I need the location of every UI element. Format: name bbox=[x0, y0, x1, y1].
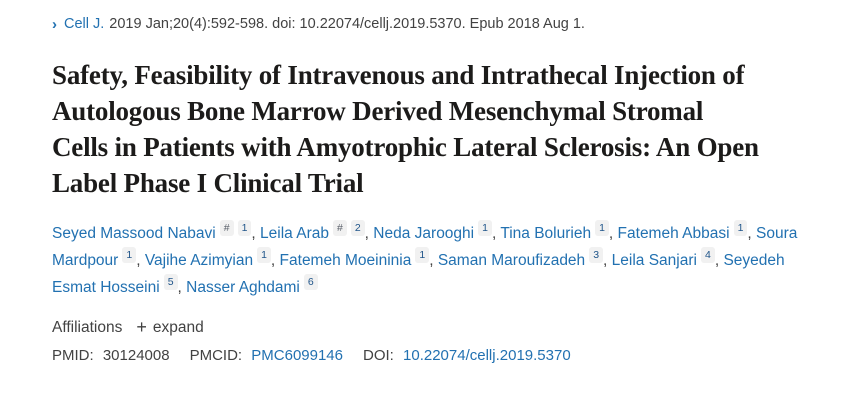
affiliation-superscript-link[interactable]: 1 bbox=[415, 247, 430, 263]
author-group: Soura Mardpour 1, bbox=[52, 225, 797, 269]
author-separator: , bbox=[364, 225, 374, 242]
author-link[interactable]: Soura Mardpour bbox=[52, 225, 798, 269]
author-group: Vajihe Azimyian 1, bbox=[144, 247, 280, 269]
pmcid-link[interactable]: PMC6099146 bbox=[251, 347, 343, 364]
doi-label: DOI: bbox=[363, 347, 394, 364]
pmcid-group: PMCID: PMC6099146 bbox=[190, 347, 343, 364]
author-link[interactable]: Vajihe Azimyian bbox=[144, 252, 254, 269]
plus-icon: + bbox=[136, 317, 147, 337]
affiliation-superscript-link[interactable]: 1 bbox=[478, 220, 492, 236]
affiliation-superscript-link[interactable]: 1 bbox=[122, 247, 137, 263]
author-group: Leila Sanjari 4, bbox=[611, 247, 724, 269]
author-group: Fatemeh Moeininia 1, bbox=[279, 247, 438, 269]
author-link[interactable]: Tina Bolurieh bbox=[500, 225, 592, 242]
author-link[interactable]: Seyedeh Esmat Hosseini bbox=[52, 252, 785, 296]
pmid-group: PMID: 30124008 bbox=[52, 347, 170, 364]
author-separator: , bbox=[714, 252, 724, 269]
journal-link[interactable]: Cell J. bbox=[64, 16, 105, 32]
author-link[interactable]: Fatemeh Abbasi bbox=[617, 225, 730, 242]
author-link[interactable]: Neda Jarooghi bbox=[373, 225, 475, 242]
author-separator: , bbox=[747, 225, 757, 242]
authors-list: Seyed Massood Nabavi #1, Leila Arab #2, Ne… bbox=[52, 220, 800, 301]
author-separator: , bbox=[429, 252, 438, 269]
author-link[interactable]: Leila Arab bbox=[260, 225, 329, 242]
affiliation-superscript-link[interactable]: 1 bbox=[595, 220, 609, 236]
chevron-right-icon[interactable]: › bbox=[52, 16, 57, 33]
affiliation-superscript-link[interactable]: 1 bbox=[237, 220, 252, 236]
affiliation-superscript-link[interactable]: 2 bbox=[350, 220, 365, 236]
pmid-value: 30124008 bbox=[102, 347, 170, 364]
author-group: Seyed Massood Nabavi #1, bbox=[52, 220, 261, 242]
author-separator: , bbox=[608, 225, 618, 242]
author-separator: , bbox=[177, 279, 187, 296]
author-group: Nasser Aghdami 6 bbox=[186, 274, 318, 296]
author-group: Leila Arab #2, bbox=[260, 220, 374, 242]
pmid-label: PMID: bbox=[52, 347, 94, 364]
author-separator: , bbox=[491, 225, 501, 242]
journal-citation-row: › Cell J. 2019 Jan;20(4):592-598. doi: 1… bbox=[52, 14, 801, 34]
doi-group: DOI: 10.22074/cellj.2019.5370 bbox=[363, 347, 571, 364]
equal-contribution-badge[interactable]: # bbox=[332, 220, 347, 236]
author-group: Saman Maroufizadeh 3, bbox=[437, 247, 612, 269]
equal-contribution-badge[interactable]: # bbox=[219, 220, 234, 236]
author-link[interactable]: Nasser Aghdami bbox=[186, 279, 300, 296]
author-link[interactable]: Leila Sanjari bbox=[611, 252, 697, 269]
article-title: Safety, Feasibility of Intravenous and I… bbox=[52, 60, 759, 198]
author-link[interactable]: Saman Maroufizadeh bbox=[437, 252, 586, 269]
citation-text: 2019 Jan;20(4):592-598. doi: 10.22074/ce… bbox=[109, 16, 585, 32]
author-link[interactable]: Fatemeh Moeininia bbox=[279, 252, 412, 269]
expand-affiliations-button[interactable]: + expand bbox=[136, 317, 203, 338]
author-group: Neda Jarooghi 1, bbox=[373, 220, 501, 242]
affiliation-superscript-link[interactable]: 5 bbox=[163, 274, 178, 290]
affiliation-superscript-link[interactable]: 1 bbox=[733, 220, 748, 236]
author-separator: , bbox=[136, 252, 145, 269]
author-link[interactable]: Seyed Massood Nabavi bbox=[52, 225, 216, 242]
article-header-page: › Cell J. 2019 Jan;20(4):592-598. doi: 1… bbox=[52, 14, 801, 364]
pmcid-label: PMCID: bbox=[189, 347, 243, 364]
affiliations-row: Affiliations + expand bbox=[52, 317, 801, 338]
author-separator: , bbox=[603, 252, 612, 269]
doi-link[interactable]: 10.22074/cellj.2019.5370 bbox=[403, 347, 571, 364]
affiliation-superscript-link[interactable]: 4 bbox=[700, 247, 715, 263]
author-group: Tina Bolurieh 1, bbox=[500, 220, 618, 242]
affiliation-superscript-link[interactable]: 1 bbox=[257, 247, 271, 263]
expand-label: expand bbox=[152, 318, 204, 336]
affiliations-label: Affiliations bbox=[52, 318, 123, 336]
identifiers-row: PMID: 30124008 PMCID: PMC6099146 DOI: 10… bbox=[52, 347, 801, 364]
affiliation-superscript-link[interactable]: 6 bbox=[303, 274, 318, 290]
author-group: Fatemeh Abbasi 1, bbox=[617, 220, 757, 242]
author-group: Seyedeh Esmat Hosseini 5, bbox=[52, 252, 785, 296]
author-separator: , bbox=[251, 225, 261, 242]
author-separator: , bbox=[270, 252, 280, 269]
affiliation-superscript-link[interactable]: 3 bbox=[589, 247, 604, 263]
